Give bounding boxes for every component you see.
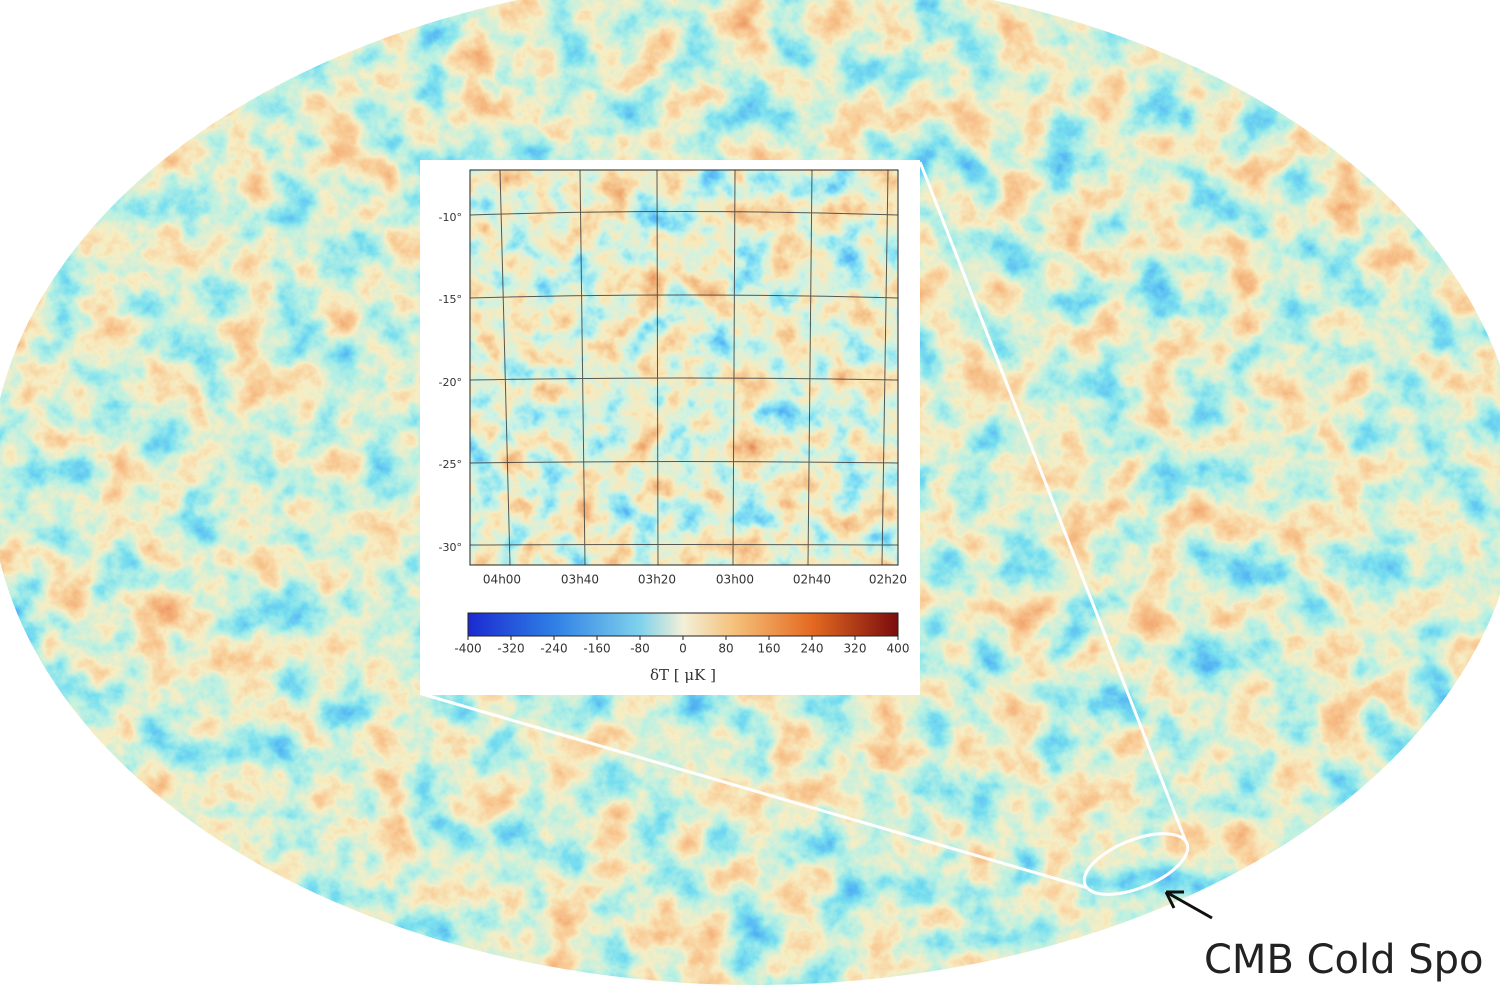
colorbar-tick-label: 80 (718, 642, 733, 656)
colorbar-tick-label: -160 (583, 642, 610, 656)
colorbar-tick-label: -400 (454, 642, 481, 656)
y-tick-label: -10° (439, 211, 462, 224)
zoom-lines (421, 161, 1190, 896)
y-tick-label: -15° (439, 293, 462, 306)
colorbar-tick-label: -80 (630, 642, 650, 656)
colorbar-tick-label: -320 (497, 642, 524, 656)
caption: CMB Cold Spo (1204, 937, 1483, 983)
x-tick-label: 04h00 (483, 573, 521, 587)
y-tick-label: -25° (439, 458, 462, 471)
x-tick-label: 02h20 (869, 573, 907, 587)
x-tick-label: 03h40 (561, 573, 599, 587)
inset-frame (469, 169, 899, 566)
y-tick-label: -20° (439, 376, 462, 389)
inset-grid (469, 169, 899, 566)
colorbar-tick-label: 400 (887, 642, 910, 656)
colorbar-tick-label: 240 (801, 642, 824, 656)
colorbar (467, 612, 899, 637)
colorbar-tick-label: 160 (758, 642, 781, 656)
x-tick-label: 03h00 (716, 573, 754, 587)
colorbar-tick-label: 320 (844, 642, 867, 656)
x-tick-label: 03h20 (638, 573, 676, 587)
colorbar-tick-label: -240 (540, 642, 567, 656)
y-tick-label: -30° (439, 541, 462, 554)
x-tick-label: 02h40 (793, 573, 831, 587)
inset-map (470, 170, 898, 565)
colorbar-label: δT [ μK ] (650, 666, 716, 684)
colorbar-tick-label: 0 (679, 642, 687, 656)
arrow (1164, 890, 1213, 920)
